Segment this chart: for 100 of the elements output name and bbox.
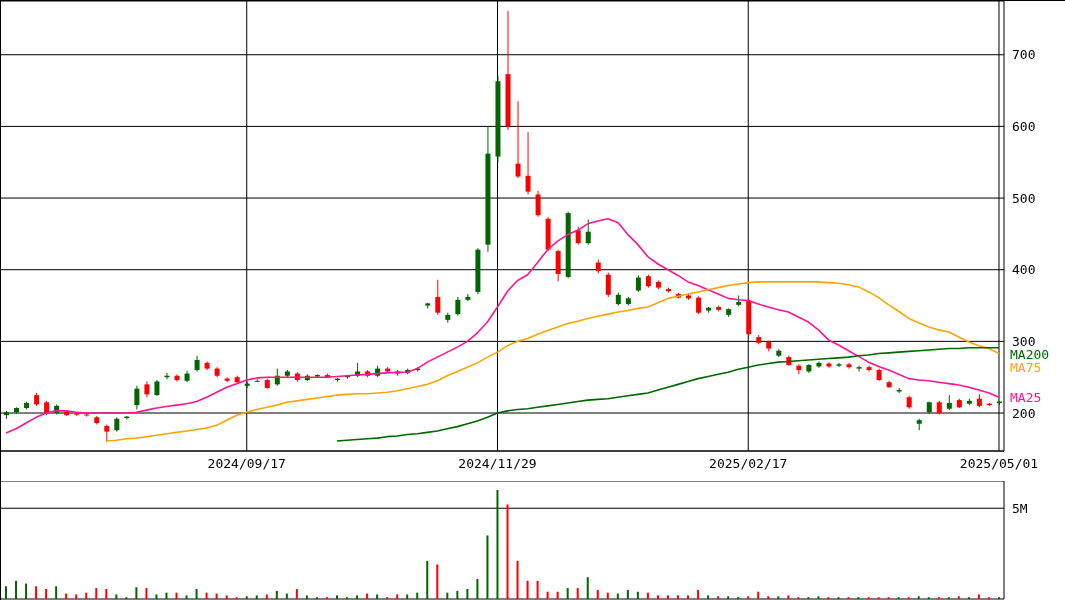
bar <box>65 593 68 599</box>
bar <box>666 595 669 599</box>
bar <box>626 589 629 599</box>
bar <box>466 589 469 599</box>
bar <box>95 588 98 599</box>
bar <box>917 596 920 599</box>
bar <box>366 593 369 599</box>
bar <box>496 490 499 599</box>
bar <box>747 596 750 599</box>
bar <box>727 596 730 599</box>
y-tick-label: 200 <box>1012 405 1036 421</box>
bar <box>335 595 338 599</box>
bar <box>576 588 579 599</box>
bar <box>115 594 118 599</box>
bar <box>45 589 48 599</box>
candlestick <box>455 296 461 317</box>
bar <box>55 586 58 599</box>
y-tick-label: 600 <box>1012 119 1036 135</box>
candlestick <box>585 219 591 246</box>
bar <box>546 591 549 599</box>
x-tick-label: 2024/09/17 <box>207 456 286 472</box>
bar <box>476 579 479 599</box>
bar <box>105 589 108 599</box>
y-tick-label: 5M <box>1012 500 1028 516</box>
bar <box>195 589 198 599</box>
line-series <box>105 281 1000 442</box>
bar <box>5 586 7 599</box>
bar <box>185 595 188 599</box>
y-tick-label: 500 <box>1012 190 1036 206</box>
bar <box>215 593 218 599</box>
bar <box>526 580 529 599</box>
x-tick-label: 2024/11/29 <box>458 456 537 472</box>
bar <box>817 596 820 599</box>
bar <box>416 592 419 599</box>
candlestick <box>856 365 862 372</box>
bar <box>596 589 599 599</box>
bar <box>275 590 278 599</box>
bar <box>646 592 649 599</box>
bar <box>486 535 489 599</box>
bar <box>35 586 38 599</box>
candlestick <box>435 279 441 316</box>
bar <box>697 589 700 599</box>
bar <box>255 595 258 599</box>
y-tick-label: 700 <box>1012 47 1036 63</box>
bar <box>977 594 980 599</box>
bar <box>426 560 429 599</box>
bar <box>436 564 439 599</box>
bar <box>225 595 228 599</box>
bar <box>516 560 519 599</box>
candlestick <box>836 362 842 368</box>
bar <box>446 592 449 599</box>
bar <box>155 594 158 599</box>
bar <box>15 580 18 599</box>
bar <box>295 589 298 599</box>
bar <box>205 592 208 599</box>
bar <box>25 583 28 599</box>
bar <box>145 588 148 599</box>
bar <box>677 595 680 599</box>
bar <box>717 596 720 599</box>
bar <box>406 594 409 599</box>
bar <box>245 596 248 599</box>
x-tick-label: 2025/02/17 <box>709 456 788 472</box>
bar <box>707 595 710 599</box>
candlestick <box>555 249 561 282</box>
bar <box>767 596 770 599</box>
candlestick <box>465 293 471 302</box>
bar <box>687 595 690 599</box>
bar <box>556 591 559 599</box>
x-tick-label: 2025/05/01 <box>959 456 1039 472</box>
candlestick <box>515 100 521 179</box>
bar <box>606 592 609 599</box>
bar <box>356 595 359 599</box>
bar <box>285 593 288 599</box>
bar <box>586 577 589 599</box>
bar <box>175 592 178 599</box>
bar <box>165 592 168 599</box>
bar <box>75 594 78 599</box>
bar <box>396 594 399 599</box>
bar <box>506 504 509 599</box>
line-series <box>336 347 1000 442</box>
bar <box>135 587 138 599</box>
bar <box>656 595 659 599</box>
candlestick <box>525 131 531 195</box>
y-tick-label: 300 <box>1012 333 1036 349</box>
series-label: MA25 <box>1010 389 1042 405</box>
bar <box>85 592 88 599</box>
candlestick <box>796 363 802 375</box>
bar <box>536 580 539 599</box>
bar <box>456 590 459 599</box>
bar <box>757 591 760 599</box>
line-series <box>5 218 1000 434</box>
candlestick <box>846 362 852 370</box>
series-label: MA75 <box>1010 359 1042 375</box>
candlestick <box>535 190 541 218</box>
bar <box>616 593 619 599</box>
bar <box>376 594 379 599</box>
bar <box>636 591 639 599</box>
bar <box>777 596 780 599</box>
y-tick-label: 400 <box>1012 262 1036 278</box>
bar <box>957 596 960 599</box>
